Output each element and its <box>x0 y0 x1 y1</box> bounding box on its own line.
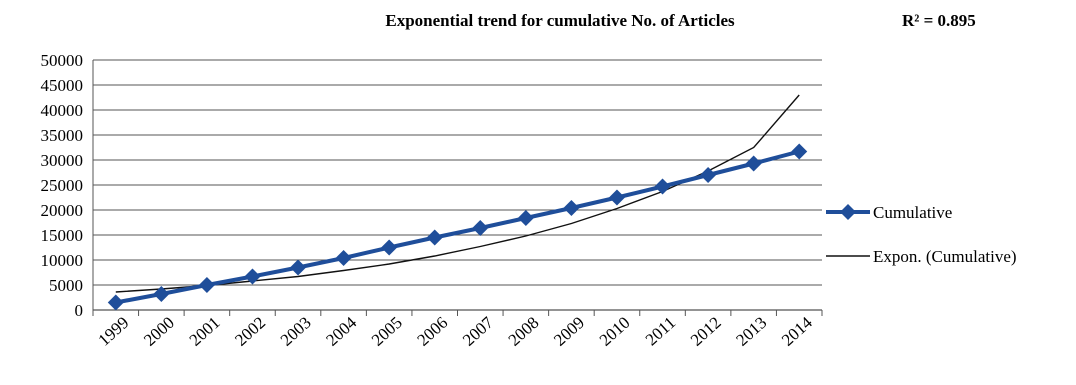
data-point-cumulative <box>426 229 443 246</box>
chart-title: Exponential trend for cumulative No. of … <box>385 11 735 30</box>
series-line-expon-cumulative <box>115 94 800 293</box>
series-line-cumulative <box>115 149 800 305</box>
y-tick-label: 35000 <box>41 126 84 145</box>
y-tick-label: 50000 <box>41 51 84 70</box>
y-tick-label: 30000 <box>41 151 84 170</box>
r-squared-annotation: R² = 0.895 <box>902 11 976 30</box>
y-tick-label: 45000 <box>41 76 84 95</box>
data-point-cumulative <box>153 286 170 302</box>
x-tick-label: 2001 <box>186 313 224 350</box>
data-point-cumulative <box>563 200 580 216</box>
legend-label-cumulative: Cumulative <box>873 203 952 222</box>
data-point-cumulative <box>791 143 808 160</box>
x-tick-label: 2013 <box>732 313 770 350</box>
x-tick-label: 2005 <box>368 313 406 350</box>
series-layer <box>107 94 808 311</box>
data-point-cumulative <box>654 178 671 195</box>
y-tick-label: 0 <box>75 301 84 320</box>
data-point-cumulative <box>244 268 261 285</box>
x-tick-label: 2011 <box>642 313 680 349</box>
data-point-cumulative <box>472 220 489 236</box>
data-point-cumulative <box>335 250 352 266</box>
x-tick-label: 1999 <box>94 313 132 350</box>
x-tick-label: 2008 <box>505 313 543 350</box>
x-tick-label: 2004 <box>322 313 360 350</box>
x-tick-label: 2010 <box>596 313 634 350</box>
legend-label-expon-cumulative: Expon. (Cumulative) <box>873 247 1017 266</box>
y-tick-label: 25000 <box>41 176 84 195</box>
x-tick-label: 2012 <box>687 313 725 350</box>
y-tick-label: 20000 <box>41 201 84 220</box>
y-axis-ticks: 0 5000 10000 15000 20000 25000 30000 35000 40000… <box>41 51 84 320</box>
y-tick-label: 10000 <box>41 251 84 270</box>
legend: Cumulative Expon. (Cumulative) <box>826 203 1017 266</box>
data-point-cumulative <box>290 259 307 276</box>
data-point-cumulative <box>381 239 398 256</box>
data-point-cumulative <box>107 294 124 311</box>
data-point-cumulative <box>745 155 762 172</box>
x-tick-label: 2007 <box>459 313 497 350</box>
x-axis-ticks: 1999 2000 2001 2002 2003 2004 2005 2006 2007 2008… <box>92 310 823 350</box>
x-tick-label: 2003 <box>277 313 315 350</box>
legend-marker-cumulative <box>840 204 856 220</box>
x-tick-label: 2009 <box>550 313 588 350</box>
y-tick-label: 15000 <box>41 226 84 245</box>
x-tick-label: 2014 <box>778 313 816 350</box>
data-point-cumulative <box>700 167 717 183</box>
x-tick-label: 2002 <box>231 313 269 350</box>
y-tick-label: 5000 <box>49 276 83 295</box>
data-point-cumulative <box>517 210 534 226</box>
data-point-cumulative <box>198 277 215 293</box>
gridlines <box>92 59 822 311</box>
y-tick-label: 40000 <box>41 101 84 120</box>
x-tick-label: 2000 <box>140 313 178 350</box>
x-tick-label: 2006 <box>413 313 451 350</box>
data-point-cumulative <box>608 189 625 206</box>
